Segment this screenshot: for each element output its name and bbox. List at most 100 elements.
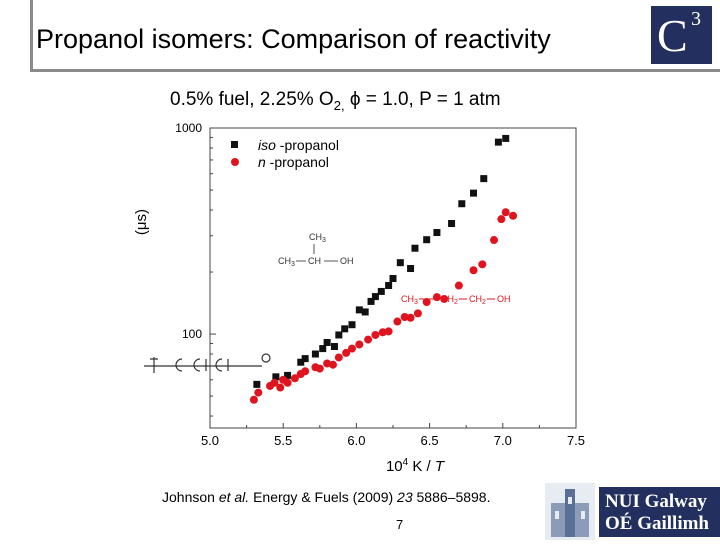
- university-crest: [545, 483, 595, 540]
- university-building-icon: [551, 489, 589, 537]
- c3-logo-letter: C: [657, 10, 688, 61]
- legend-label-iso-propanol: iso -propanol: [258, 137, 339, 153]
- data-point-iso-propanol: [323, 338, 331, 346]
- legend-n-rest: -propanol: [266, 154, 329, 170]
- data-point-iso-propanol: [367, 297, 375, 305]
- data-point-n-propanol: [249, 395, 258, 404]
- conditions-main: 0.5% fuel, 2.25% O: [170, 89, 334, 110]
- data-point-iso-propanol: [253, 380, 261, 388]
- x-tick-label: 6.5: [421, 433, 439, 448]
- fragment-glyph-2: [175, 358, 183, 372]
- n-structure-ch2-b: CH2: [469, 294, 486, 306]
- x-axis-label-units: K /: [408, 458, 435, 475]
- citation-pages: 5886–5898.: [412, 489, 491, 505]
- fragment-glyph-5: [261, 353, 271, 363]
- x-tick-label: 5.5: [274, 433, 292, 448]
- x-tick-label: 6.0: [347, 433, 365, 448]
- data-point-iso-propanol: [423, 236, 431, 244]
- citation-volume: 23: [397, 489, 413, 505]
- data-point-iso-propanol: [348, 321, 356, 329]
- legend-marker-n-propanol: [231, 158, 239, 166]
- iso-structure-ch3-left: CH3: [278, 256, 295, 268]
- data-point-n-propanol: [454, 281, 463, 290]
- data-point-iso-propanol: [272, 373, 280, 381]
- nui-galway-logo: NUI Galway OÉ Gaillimh: [545, 483, 720, 540]
- slide-title: Propanol isomers: Comparison of reactivi…: [36, 24, 551, 54]
- legend-label-n-propanol: n -propanol: [258, 154, 329, 170]
- data-point-n-propanol: [400, 312, 409, 321]
- data-point-n-propanol: [497, 215, 506, 224]
- data-point-n-propanol: [355, 340, 364, 349]
- y-tick-label: 1000: [175, 121, 202, 135]
- data-point-n-propanol: [393, 317, 402, 326]
- data-point-n-propanol: [328, 360, 337, 369]
- data-point-iso-propanol: [411, 244, 419, 252]
- data-point-n-propanol: [342, 348, 351, 357]
- title-bar: [30, 0, 720, 72]
- nuig-line-1: NUI Galway: [605, 491, 707, 512]
- legend-iso-rest: -propanol: [276, 137, 339, 153]
- data-point-iso-propanol: [433, 229, 441, 237]
- fragment-glyph-3: [193, 358, 207, 372]
- data-point-n-propanol: [270, 378, 279, 387]
- data-point-iso-propanol: [448, 219, 456, 227]
- citation-journal: Energy & Fuels (2009): [249, 489, 398, 505]
- data-point-iso-propanol: [335, 331, 343, 339]
- data-point-n-propanol: [290, 374, 299, 383]
- iso-propanol-structure: CH3 CH3 CH OH: [278, 232, 354, 268]
- citation-etal: et al.: [218, 489, 250, 505]
- experimental-conditions: 0.5% fuel, 2.25% O2, ϕ = 1.0, P = 1 atm: [170, 89, 501, 113]
- data-point-n-propanol: [509, 211, 518, 220]
- x-axis-label-exponent: 4: [403, 457, 409, 468]
- data-point-n-propanol: [469, 266, 478, 275]
- x-tick-label: 5.0: [201, 433, 219, 448]
- data-point-iso-propanol: [470, 189, 478, 197]
- c3-logo-superscript: 3: [691, 8, 701, 30]
- x-axis-label-base: 10: [386, 458, 403, 475]
- legend-n-italic: n: [258, 154, 266, 170]
- page-number: 7: [396, 517, 404, 532]
- data-point-n-propanol: [371, 330, 380, 339]
- data-point-iso-propanol: [502, 134, 510, 142]
- data-point-iso-propanol: [407, 265, 415, 273]
- data-point-n-propanol: [254, 388, 263, 397]
- iso-structure-ch: CH: [308, 256, 321, 266]
- n-structure-ch3: CH3: [401, 294, 418, 306]
- conditions-subscript: 2,: [333, 97, 345, 113]
- n-structure-oh: OH: [497, 294, 511, 304]
- data-point-iso-propanol: [494, 138, 502, 146]
- cropped-structure-fragment: [144, 353, 271, 373]
- fragment-glyph-4: [215, 358, 229, 372]
- data-point-n-propanol: [490, 236, 499, 245]
- data-point-n-propanol: [301, 367, 310, 376]
- data-point-n-propanol: [334, 353, 343, 362]
- nuig-line-2: OÉ Gaillimh: [605, 513, 709, 534]
- iso-structure-oh: OH: [340, 256, 354, 266]
- data-point-iso-propanol: [396, 259, 404, 267]
- data-point-n-propanol: [364, 335, 373, 344]
- data-point-n-propanol: [422, 298, 431, 307]
- data-point-n-propanol: [478, 260, 487, 269]
- x-axis-label: 104 K / T: [386, 457, 446, 475]
- data-point-iso-propanol: [341, 325, 349, 333]
- data-point-n-propanol: [315, 364, 324, 373]
- data-point-iso-propanol: [371, 293, 379, 301]
- citation: Johnson et al. Energy & Fuels (2009) 23 …: [162, 489, 490, 505]
- data-point-n-propanol: [440, 294, 449, 303]
- iso-structure-ch3-top: CH3: [309, 232, 326, 244]
- data-point-iso-propanol: [389, 275, 397, 283]
- fragment-glyph-1: [150, 357, 158, 373]
- data-point-iso-propanol: [311, 350, 319, 358]
- data-point-iso-propanol: [385, 282, 393, 290]
- data-point-iso-propanol: [284, 371, 292, 379]
- legend-marker-iso-propanol: [231, 141, 238, 148]
- data-point-iso-propanol: [301, 355, 309, 363]
- data-point-n-propanol: [501, 208, 510, 217]
- data-point-iso-propanol: [361, 308, 369, 316]
- conditions-rest: ϕ = 1.0, P = 1 atm: [344, 89, 501, 110]
- data-point-n-propanol: [276, 383, 285, 392]
- nuig-wordmark: NUI Galway OÉ Gaillimh: [599, 487, 720, 537]
- legend-iso-italic: iso: [258, 137, 276, 153]
- data-point-iso-propanol: [377, 287, 385, 295]
- c3-logo: C 3: [651, 6, 712, 64]
